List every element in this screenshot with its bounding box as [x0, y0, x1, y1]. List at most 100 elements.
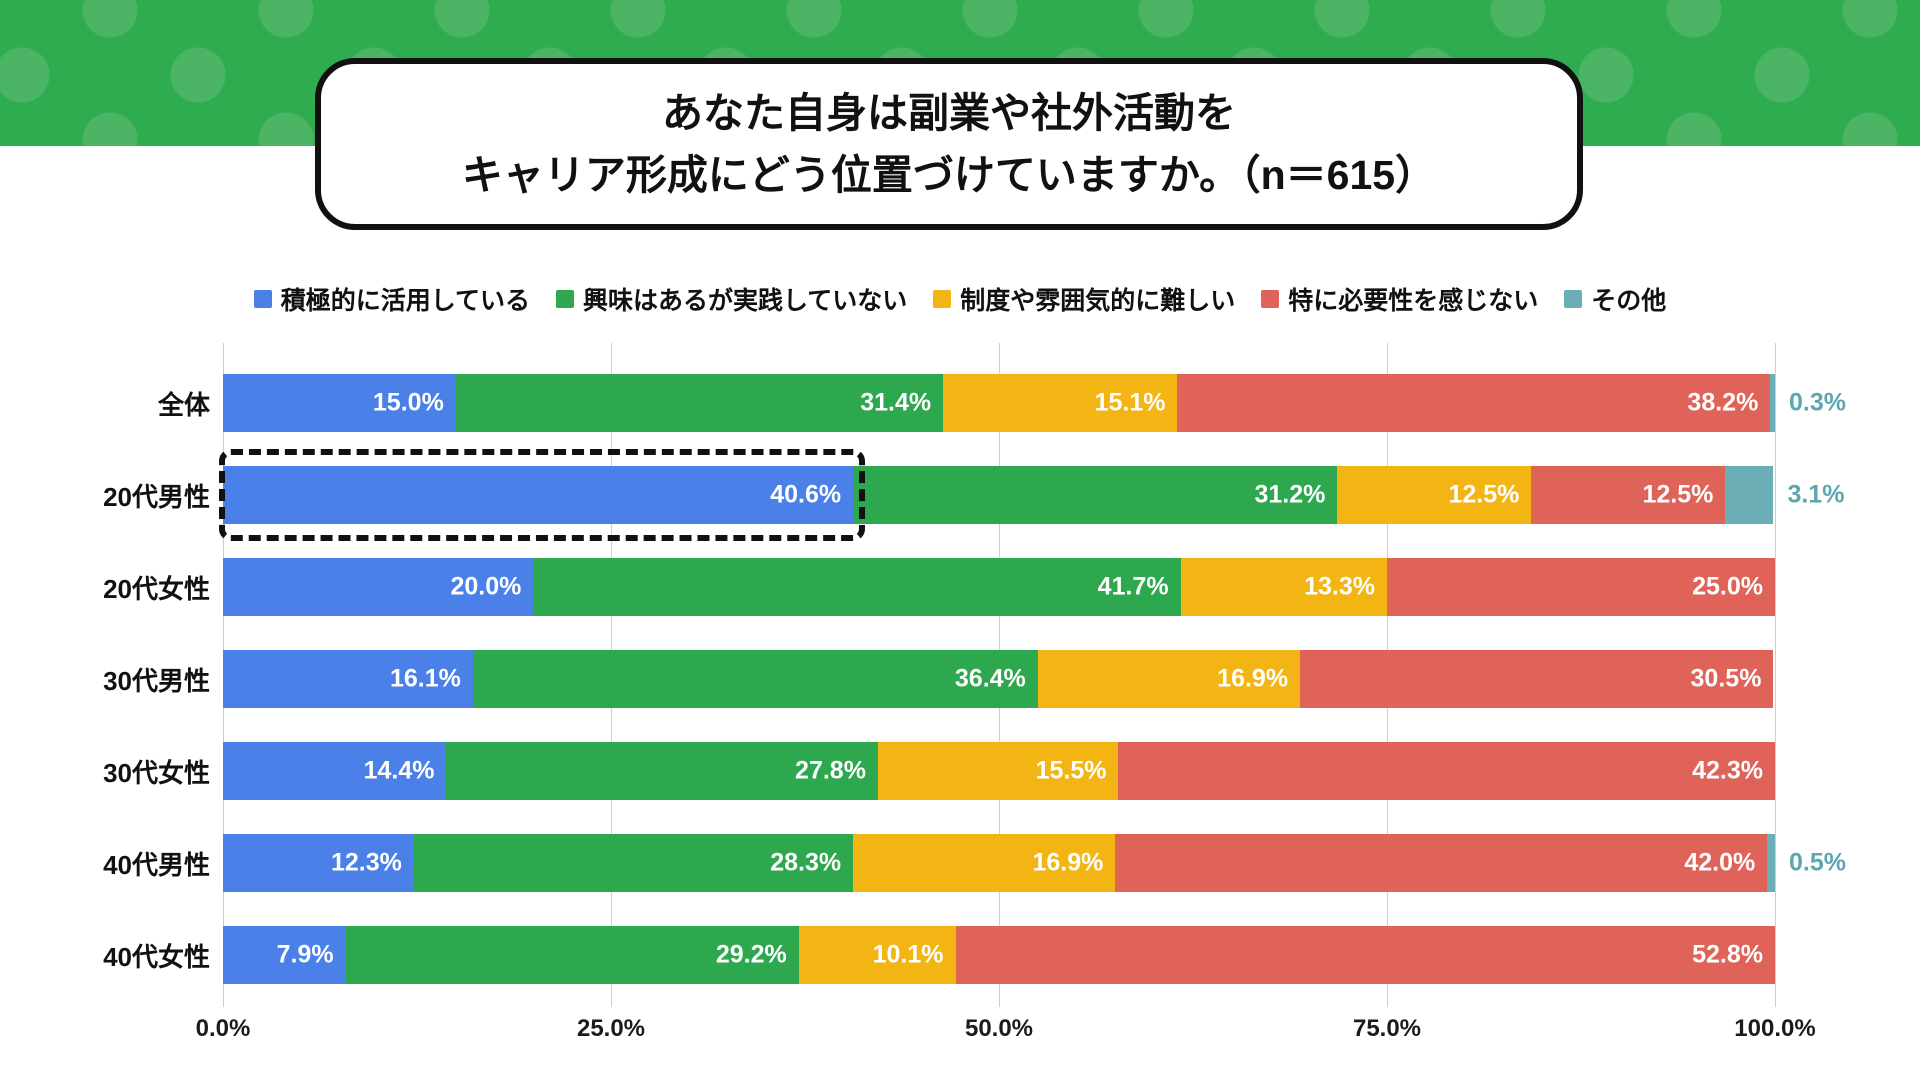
- bar-value-label: 28.3%: [770, 848, 842, 877]
- bar-segment: 31.2%: [853, 466, 1338, 524]
- legend-swatch-icon: [1261, 290, 1280, 308]
- bar-value-label: 38.2%: [1687, 388, 1759, 417]
- legend-swatch-icon: [1564, 290, 1583, 308]
- bar-stack: 14.4% 27.8% 15.5% 42.3%: [223, 742, 1775, 800]
- legend-swatch-icon: [933, 290, 952, 308]
- bar-value-label: 30.5%: [1690, 664, 1762, 693]
- category-label: 20代女性: [103, 573, 210, 604]
- legend-label: 積極的に活用している: [280, 287, 530, 315]
- bar-value-label: 27.8%: [795, 756, 866, 785]
- bar-value-label: 10.1%: [872, 940, 944, 969]
- x-axis-tick-label: 0.0%: [195, 1015, 251, 1042]
- x-axis-tick-label: 75.0%: [1352, 1015, 1422, 1042]
- category-label: 30代男性: [103, 665, 210, 696]
- category-label: 40代女性: [103, 941, 210, 972]
- bar-value-label: 52.8%: [1692, 940, 1763, 969]
- highlight-box: [219, 449, 866, 541]
- bar-segment: 15.0%: [223, 374, 456, 432]
- legend-item-4: その他: [1564, 281, 1666, 317]
- x-axis-tick-label: 25.0%: [576, 1015, 646, 1042]
- bar-segment: 16.1%: [223, 650, 473, 708]
- bar-segment: 16.9%: [853, 834, 1116, 892]
- bar-value-label: 16.9%: [1032, 848, 1104, 877]
- bar-segment: 31.4%: [455, 374, 944, 432]
- bar-segment: 42.3%: [1118, 742, 1775, 800]
- legend-item-0: 積極的に活用している: [253, 281, 530, 317]
- bar-row-4: 30代女性 14.4% 27.8% 15.5% 42.3%: [103, 742, 1775, 800]
- bar-row-3: 30代男性 16.1% 36.4% 16.9% 30.5%: [103, 650, 1775, 708]
- bar-segment: 40.6%: [223, 466, 854, 524]
- bar-value-label: 16.1%: [389, 664, 461, 693]
- bar-stack: 15.0% 31.4% 15.1% 38.2%: [223, 374, 1775, 432]
- bar-segment: 30.5%: [1300, 650, 1774, 708]
- bar-row-2: 20代女性 20.0% 41.7% 13.3% 25.0%: [103, 558, 1775, 616]
- bar-segment: 28.3%: [413, 834, 854, 892]
- legend-swatch-icon: [555, 290, 574, 308]
- outside-value-label: 0.3%: [1789, 388, 1846, 417]
- bar-segment: 14.4%: [223, 742, 447, 800]
- bar-value-label: 7.9%: [276, 940, 334, 969]
- legend-item-1: 興味はあるが実践していない: [555, 281, 908, 317]
- bar-value-label: 15.1%: [1094, 388, 1166, 417]
- bar-segment: 38.2%: [1177, 374, 1771, 432]
- category-label: 20代男性: [103, 481, 210, 512]
- bar-stack: 7.9% 29.2% 10.1% 52.8%: [223, 926, 1775, 984]
- bar-segment: 29.2%: [345, 926, 799, 984]
- bar-segment: 12.5%: [1531, 466, 1726, 524]
- bar-row-0: 全体 15.0% 31.4% 15.1% 38.2% 0.3%: [158, 374, 1846, 432]
- bar-value-label: 42.3%: [1692, 756, 1763, 785]
- legend-label: 興味はあるが実践していない: [582, 287, 908, 315]
- chart-plot: 0.0% 25.0% 50.0% 75.0% 100.0% 全体 15.0% 31.4% 15.…: [103, 343, 1846, 1042]
- legend-label: 制度や雰囲気的に難しい: [960, 287, 1236, 315]
- x-axis-tick-label: 100.0%: [1734, 1015, 1816, 1042]
- bar-stack: 12.3% 28.3% 16.9% 42.0%: [223, 834, 1775, 892]
- bar-row-5: 40代男性 12.3% 28.3% 16.9% 42.0% 0.5%: [103, 834, 1846, 892]
- bar-value-label: 15.0%: [372, 388, 444, 417]
- legend-label: その他: [1591, 287, 1667, 315]
- category-label: 全体: [157, 389, 210, 420]
- bar-value-label: 12.5%: [1642, 480, 1714, 509]
- bar-row-6: 40代女性 7.9% 29.2% 10.1% 52.8%: [103, 926, 1775, 984]
- bar-value-label: 12.3%: [331, 848, 402, 877]
- bar-segment: [1767, 834, 1775, 892]
- category-label: 40代男性: [103, 849, 210, 880]
- bar-segment: 27.8%: [446, 742, 878, 800]
- bar-value-label: 40.6%: [770, 480, 842, 509]
- bar-value-label: 15.5%: [1035, 756, 1107, 785]
- bar-value-label: 36.4%: [954, 664, 1026, 693]
- bar-value-label: 16.9%: [1217, 664, 1289, 693]
- category-label: 30代女性: [103, 757, 210, 788]
- bar-segment: 36.4%: [472, 650, 1038, 708]
- bar-stack: 16.1% 36.4% 16.9% 30.5%: [223, 650, 1775, 708]
- bar-segment: 20.0%: [223, 558, 534, 616]
- bar-segment: 10.1%: [798, 926, 956, 984]
- bar-segment: 15.1%: [943, 374, 1178, 432]
- legend-swatch-icon: [253, 290, 272, 308]
- bar-segment: 12.3%: [223, 834, 414, 892]
- bar-value-label: 25.0%: [1692, 572, 1763, 601]
- bar-segment: [1770, 374, 1775, 432]
- bar-value-label: 13.3%: [1304, 572, 1375, 601]
- bar-segment: 41.7%: [533, 558, 1181, 616]
- bar-segment: 16.9%: [1037, 650, 1301, 708]
- x-axis-tick-label: 50.0%: [964, 1015, 1034, 1042]
- bar-value-label: 31.4%: [860, 388, 932, 417]
- bar-value-label: 29.2%: [715, 940, 787, 969]
- bar-value-label: 20.0%: [450, 572, 522, 601]
- bar-segment: 7.9%: [223, 926, 346, 984]
- bar-segment: 12.5%: [1337, 466, 1532, 524]
- legend-item-3: 特に必要性を感じない: [1261, 281, 1538, 317]
- title-box: あなた自身は副業や社外活動を キャリア形成にどう位置づけていますか。（n＝615…: [315, 58, 1583, 230]
- outside-value-label: 3.1%: [1787, 480, 1845, 509]
- legend-item-2: 制度や雰囲気的に難しい: [933, 281, 1235, 317]
- bar-value-label: 41.7%: [1097, 572, 1169, 601]
- bar-segment: 42.0%: [1115, 834, 1768, 892]
- bar-segment: 25.0%: [1386, 558, 1775, 616]
- bar-stack: 40.6% 31.2% 12.5% 12.5%: [223, 466, 1775, 524]
- bar-stack: 20.0% 41.7% 13.3% 25.0%: [223, 558, 1775, 616]
- bar-segment: 52.8%: [955, 926, 1775, 984]
- outside-value-label: 0.5%: [1789, 848, 1846, 877]
- bar-segment: 15.5%: [877, 742, 1119, 800]
- bar-segment: 13.3%: [1180, 558, 1387, 616]
